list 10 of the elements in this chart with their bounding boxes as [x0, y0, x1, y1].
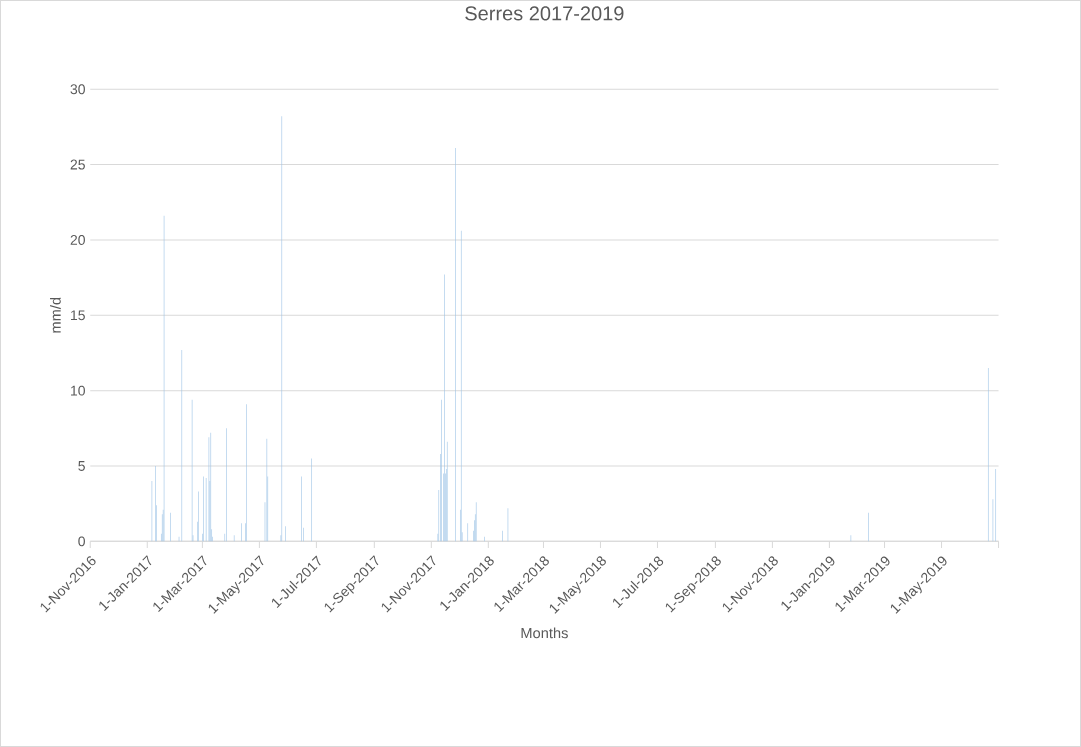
- y-tick-label: 30: [70, 84, 85, 95]
- chart-title: Serres 2017-2019: [465, 6, 624, 21]
- y-tick-label: 20: [70, 235, 85, 245]
- y-axis-title: mm/d: [50, 297, 61, 333]
- y-tick-label: 10: [71, 385, 85, 396]
- y-tick-label: 0: [78, 536, 85, 547]
- y-tick-label: 5: [78, 461, 85, 471]
- y-tick-label: 15: [71, 310, 85, 321]
- x-axis-title: Months: [521, 627, 568, 639]
- y-tick-label: 25: [70, 159, 85, 170]
